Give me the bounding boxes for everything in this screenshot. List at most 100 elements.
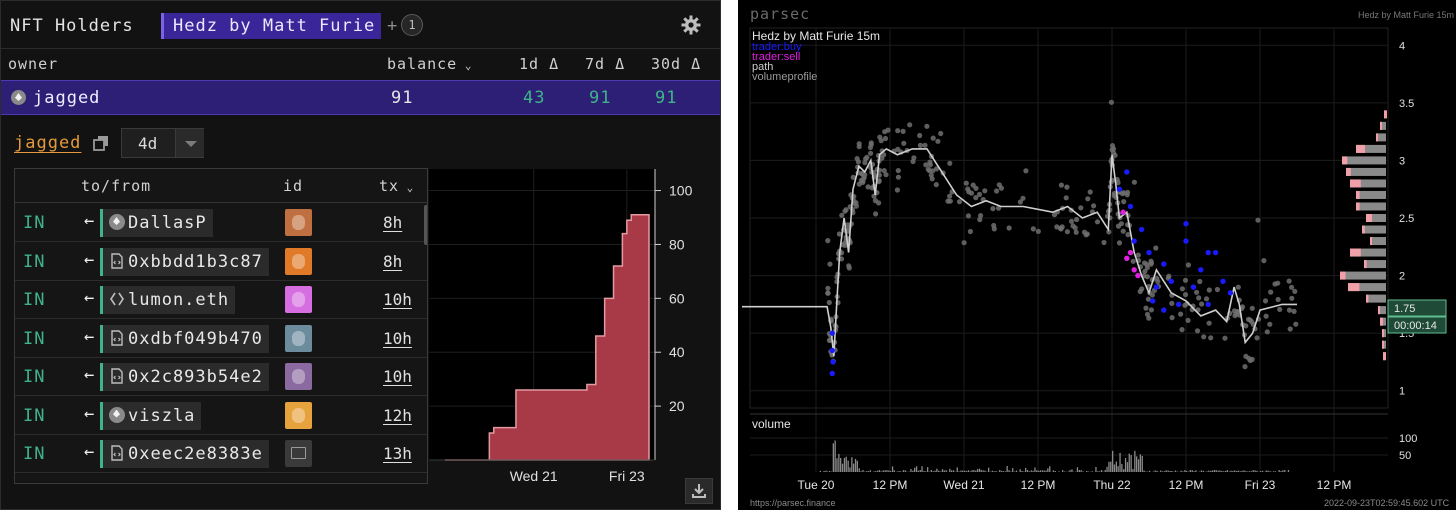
- parsec-logo[interactable]: parsec: [750, 5, 811, 23]
- nft-thumbnail[interactable]: [285, 363, 312, 390]
- tx-time-link[interactable]: 8h: [383, 251, 403, 271]
- trade-dot: [1255, 217, 1261, 223]
- col-balance[interactable]: balance ⌄: [387, 55, 472, 73]
- nft-thumbnail[interactable]: [285, 286, 312, 313]
- tx-time-link[interactable]: 10h: [383, 367, 412, 386]
- wallet-link[interactable]: jagged: [14, 133, 82, 153]
- buy-dot: [1146, 249, 1152, 256]
- volume-profile-bar: [1366, 294, 1386, 303]
- legend-sell[interactable]: trader:sell: [752, 51, 800, 63]
- tx-counterparty[interactable]: 0xdbf049b470: [100, 324, 269, 353]
- nft-thumbnail[interactable]: [285, 209, 312, 236]
- trade-dot: [1109, 143, 1116, 149]
- footer-url[interactable]: https://parsec.finance: [750, 498, 836, 508]
- col-1d[interactable]: 1d Δ: [519, 55, 560, 73]
- volume-bar: [967, 470, 969, 472]
- volume-bar: [1115, 461, 1117, 472]
- volume-bar: [838, 453, 840, 472]
- table-row[interactable]: IN ← 0xdbf049b470 10h: [15, 320, 427, 358]
- legend-path[interactable]: path: [752, 61, 773, 73]
- add-collection-button[interactable]: +: [387, 16, 398, 36]
- legend-buy[interactable]: trader:buy: [752, 41, 802, 53]
- tx-counterparty[interactable]: DallasP: [100, 209, 213, 237]
- volume-bar: [1117, 466, 1119, 472]
- nft-face: [292, 407, 305, 423]
- nft-thumbnail[interactable]: [285, 401, 312, 429]
- volume-bar: [1182, 471, 1184, 472]
- collection-count-badge[interactable]: 1: [401, 14, 423, 36]
- buy-dot: [1127, 203, 1134, 210]
- volume-bar: [858, 468, 860, 472]
- period-select[interactable]: 4d: [121, 128, 204, 158]
- trade-dot: [1179, 286, 1185, 292]
- table-row[interactable]: IN ← 0xbbdd1b3c87 8h: [15, 243, 427, 281]
- volume-bar: [875, 471, 877, 472]
- tx-time-link[interactable]: 13h: [383, 444, 412, 463]
- collection-chip[interactable]: Hedz by Matt Furie: [161, 13, 382, 39]
- volume-profile-sell: [1366, 294, 1369, 303]
- volume-bar: [1180, 470, 1182, 472]
- volume-bar: [1213, 470, 1216, 472]
- volume-bar: [1108, 461, 1110, 472]
- download-icon: [692, 484, 706, 498]
- volume-bar: [956, 467, 958, 472]
- tx-counterparty-label: lumon.eth: [128, 290, 230, 310]
- col-to-from[interactable]: to/from: [81, 177, 152, 195]
- table-row[interactable]: IN ← 0xeec2e8383e 13h: [15, 435, 427, 473]
- tx-counterparty[interactable]: 0xeec2e8383e: [100, 440, 269, 468]
- buy-dot: [1190, 284, 1197, 290]
- legend-volumeprofile[interactable]: volumeprofile: [752, 71, 817, 83]
- col-30d[interactable]: 30d Δ: [651, 55, 702, 73]
- tx-counterparty[interactable]: 0x2c893b54e2: [100, 363, 269, 391]
- table-row[interactable]: IN ← DallasP 8h: [15, 204, 427, 242]
- balance-area: [445, 214, 650, 461]
- table-row[interactable]: IN ← lumon.eth 10h: [15, 281, 427, 319]
- y-tick-label: 80: [669, 236, 685, 252]
- nft-thumbnail[interactable]: [285, 324, 312, 352]
- copy-icon[interactable]: [93, 135, 109, 151]
- volume-bar: [971, 470, 973, 472]
- tx-counterparty[interactable]: viszla: [100, 401, 202, 430]
- trade-dot: [945, 198, 951, 204]
- tx-counterparty[interactable]: lumon.eth: [100, 286, 236, 314]
- volume-bar: [936, 468, 938, 472]
- buy-dot: [1161, 261, 1167, 267]
- tx-time-link[interactable]: 8h: [383, 213, 403, 232]
- volume-bar: [832, 443, 834, 472]
- chevron-down-icon[interactable]: [175, 129, 204, 157]
- volume-bar: [1237, 470, 1240, 472]
- col-owner[interactable]: owner: [8, 55, 59, 73]
- chevron-down-icon: ⌄: [399, 181, 415, 194]
- trade-dot: [1063, 195, 1069, 201]
- table-scrollbar[interactable]: [424, 205, 427, 245]
- col-7d[interactable]: 7d Δ: [585, 55, 626, 73]
- trade-dot: [926, 168, 932, 174]
- holder-row-selected[interactable]: jagged 91 43 91 91: [1, 80, 720, 115]
- table-row[interactable]: IN ← 0x2c893b54e2 10h: [15, 358, 427, 396]
- volume-bar: [1032, 470, 1034, 472]
- sell-dot: [1120, 209, 1126, 215]
- tx-time-link[interactable]: 12h: [383, 405, 412, 425]
- trade-dot: [1233, 311, 1239, 317]
- nft-thumbnail[interactable]: [285, 440, 312, 467]
- tx-time-link[interactable]: 10h: [383, 328, 412, 348]
- gear-icon[interactable]: [681, 15, 701, 35]
- nft-thumbnail[interactable]: [285, 247, 312, 275]
- volume-profile-sell: [1382, 329, 1384, 338]
- volume-bar: [958, 471, 960, 472]
- tx-time-link[interactable]: 10h: [383, 290, 412, 309]
- table-row[interactable]: IN ← viszla 12h: [15, 397, 427, 435]
- col-tx-label: tx: [379, 177, 400, 195]
- tx-direction: IN: [23, 367, 46, 387]
- holders-column-header: owner balance ⌄ 1d Δ 7d Δ 30d Δ: [1, 51, 720, 79]
- col-id[interactable]: id: [283, 177, 304, 195]
- volume-bar: [1284, 470, 1286, 472]
- trade-dot: [956, 199, 963, 205]
- download-button[interactable]: [685, 478, 713, 504]
- tx-counterparty[interactable]: 0xbbdd1b3c87: [100, 247, 269, 276]
- volume-bar: [921, 466, 923, 472]
- trade-dot: [1291, 308, 1297, 314]
- volume-bar: [1189, 470, 1191, 472]
- volume-bar: [1224, 470, 1227, 472]
- col-tx[interactable]: tx ⌄: [379, 177, 414, 195]
